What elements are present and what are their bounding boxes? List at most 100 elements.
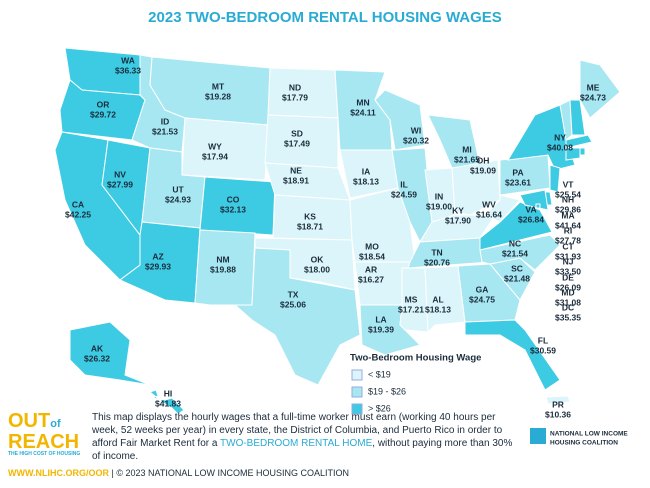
state-wage: $31.93 [555,251,581,261]
state-code: WI [411,125,421,135]
logo-tagline: THE HIGH COST OF HOUSING [8,451,81,457]
legend-swatch [351,403,363,415]
state-code: IL [400,179,408,189]
state-wage: $40.08 [547,142,573,152]
state-code: AR [365,264,377,274]
legend-label: $19 - $26 [368,386,406,396]
legend-swatch [351,369,363,381]
state-code: KY [452,205,464,215]
out-of-reach-logo: OUTof REACH THE HIGH COST OF HOUSING [8,410,88,457]
state-shape [391,147,433,244]
org-line1: NATIONAL LOW INCOME [550,431,628,438]
description: This map displays the hourly wages that … [92,411,522,463]
state-shape [484,194,521,223]
state-wage: $23.61 [505,177,531,187]
state-shape [569,99,586,136]
state-wage: $29.86 [555,204,581,214]
state-wage: $21.65 [454,154,480,164]
state-wage: $19.39 [368,324,394,334]
state-shape [148,389,185,415]
state-wage: $32.13 [220,204,246,214]
state-code: HI [164,388,173,398]
state-code: IA [362,166,371,176]
state-code: ID [161,116,170,126]
state-wage: $27.78 [555,235,581,245]
state-shape [424,265,466,334]
footer-copyright: | © 2023 NATIONAL LOW INCOME HOUSING COA… [111,468,350,478]
state-code: DC [562,302,574,312]
state-shape [535,203,541,209]
state-wage: $26.84 [518,214,544,224]
state-code: CA [72,199,84,209]
state-code: PA [512,167,523,177]
state-code: AK [91,343,104,353]
state-code: RI [564,225,573,235]
state-code: SD [291,128,303,138]
legend-label: > $26 [368,403,391,413]
state-wage: $24.73 [580,92,606,102]
state-code: GA [476,284,489,294]
state-shape [565,147,581,161]
state-wage: $10.36 [545,409,571,419]
state-code: UT [172,184,184,194]
org-line2: HOUSING COALITION [550,440,618,447]
legend-title: Two-Bedroom Housing Wage [350,353,481,364]
state-wage: $17.79 [282,92,308,102]
state-code: NJ [563,256,574,266]
state-wage: $24.75 [469,294,495,304]
state-wage: $24.11 [350,107,376,117]
legend-swatch [351,386,363,398]
state-code: WY [208,141,222,151]
state-wage: $33.50 [555,266,581,276]
state-wage: $27.99 [107,179,133,189]
state-wage: $18.71 [297,221,323,231]
desc-link: TWO-BEDROOM RENTAL HOME [220,438,373,449]
state-wage: $17.21 [398,304,424,314]
state-wage: $20.32 [403,135,429,145]
state-shape [579,59,621,119]
state-wage: $41.83 [155,398,181,408]
state-code: NE [290,165,302,175]
footer: WWW.NLIHC.ORG/OOR | © 2023 NATIONAL LOW … [8,468,349,478]
state-wage: $16.64 [476,209,502,219]
state-code: TX [288,289,299,299]
state-wage: $17.49 [284,138,310,148]
state-code: NV [114,169,126,179]
state-code: NH [562,194,574,204]
state-code: MN [356,97,369,107]
state-code: AZ [152,251,163,261]
state-code: AL [432,294,443,304]
state-code: MI [462,144,471,154]
state-shape [565,134,593,149]
state-wage: $35.35 [555,312,581,322]
state-code: FL [538,335,548,345]
org-icon [530,428,546,444]
state-shape [464,319,561,391]
state-code: DE [562,272,574,282]
state-wage: $19.09 [470,165,496,175]
state-code: ME [587,82,600,92]
state-code: NM [216,254,229,264]
logo-of: of [50,418,61,430]
state-shape [181,117,269,181]
state-wage: $24.59 [391,189,417,199]
logo-out: OUT [8,410,51,432]
title: 2023 TWO-BEDROOM RENTAL HOUSING WAGES [148,9,502,26]
state-wage: $17.90 [445,215,471,225]
state-wage: $21.53 [152,126,178,136]
state-wage: $21.54 [502,248,528,258]
state-wage: $26.32 [84,353,110,363]
state-shape [334,69,393,151]
state-shape [579,147,586,156]
state-code: CT [562,241,574,251]
state-wage: $25.54 [555,189,581,199]
state-code: NY [554,132,566,142]
state-shape [69,321,151,386]
state-code: TN [431,247,442,257]
state-code: CO [227,194,240,204]
state-wage: $18.13 [353,176,379,186]
desc-text: This map displays the hourly wages that … [92,412,503,449]
legend-label: < $19 [368,369,391,379]
state-wage: $42.25 [65,209,91,219]
